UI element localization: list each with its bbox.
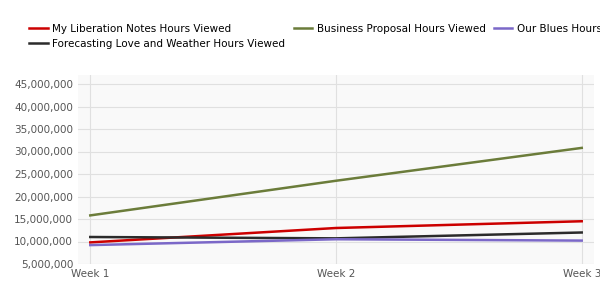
Our Blues Hours Viewed — [332, 238, 340, 241]
Forecasting Love and Weather Hours Viewed — [332, 236, 340, 240]
My Liberation Notes Hours Viewed — [332, 226, 340, 230]
Line: Business Proposal Hours Viewed: Business Proposal Hours Viewed — [90, 148, 582, 215]
Business Proposal Hours Viewed — [578, 146, 586, 150]
Line: My Liberation Notes Hours Viewed: My Liberation Notes Hours Viewed — [90, 221, 582, 242]
Forecasting Love and Weather Hours Viewed — [86, 235, 94, 239]
My Liberation Notes Hours Viewed — [578, 220, 586, 223]
Forecasting Love and Weather Hours Viewed — [578, 231, 586, 234]
Business Proposal Hours Viewed — [332, 179, 340, 182]
Our Blues Hours Viewed — [578, 239, 586, 242]
My Liberation Notes Hours Viewed — [86, 241, 94, 244]
Business Proposal Hours Viewed — [86, 214, 94, 217]
Line: Our Blues Hours Viewed: Our Blues Hours Viewed — [90, 239, 582, 245]
Legend: My Liberation Notes Hours Viewed, Forecasting Love and Weather Hours Viewed, Bus: My Liberation Notes Hours Viewed, Foreca… — [25, 20, 600, 53]
Our Blues Hours Viewed — [86, 243, 94, 247]
Line: Forecasting Love and Weather Hours Viewed: Forecasting Love and Weather Hours Viewe… — [90, 232, 582, 238]
